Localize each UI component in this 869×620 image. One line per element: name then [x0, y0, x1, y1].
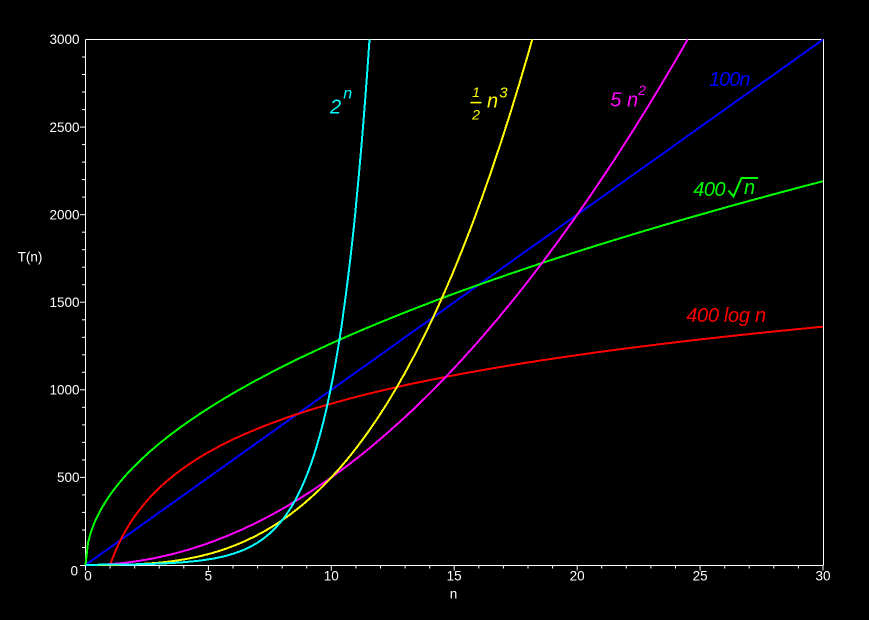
svg-text:1000: 1000: [49, 383, 79, 398]
svg-text:25: 25: [693, 569, 708, 584]
svg-text:20: 20: [570, 569, 585, 584]
svg-text:30: 30: [815, 569, 830, 584]
svg-text:0: 0: [84, 569, 92, 584]
svg-text:2: 2: [637, 82, 646, 98]
svg-text:0: 0: [70, 564, 78, 579]
svg-text:2: 2: [329, 97, 341, 119]
svg-text:n: n: [744, 177, 755, 199]
svg-text:3000: 3000: [49, 32, 79, 47]
svg-text:n: n: [450, 587, 458, 602]
svg-text:2: 2: [471, 107, 480, 123]
svg-text:1500: 1500: [49, 295, 79, 310]
svg-text:T(n): T(n): [18, 250, 43, 265]
svg-text:400 log n: 400 log n: [686, 305, 766, 327]
svg-text:5 n: 5 n: [610, 89, 638, 111]
svg-text:2000: 2000: [49, 207, 79, 222]
svg-text:5: 5: [205, 569, 213, 584]
svg-text:15: 15: [447, 569, 462, 584]
svg-text:400: 400: [693, 179, 725, 201]
svg-text:2500: 2500: [49, 120, 79, 135]
svg-text:1: 1: [472, 84, 480, 100]
svg-text:10: 10: [324, 569, 339, 584]
svg-text:100n: 100n: [709, 69, 750, 91]
svg-text:n: n: [343, 86, 352, 103]
svg-text:500: 500: [57, 470, 80, 485]
svg-text:n: n: [487, 90, 498, 112]
svg-text:3: 3: [499, 85, 508, 102]
